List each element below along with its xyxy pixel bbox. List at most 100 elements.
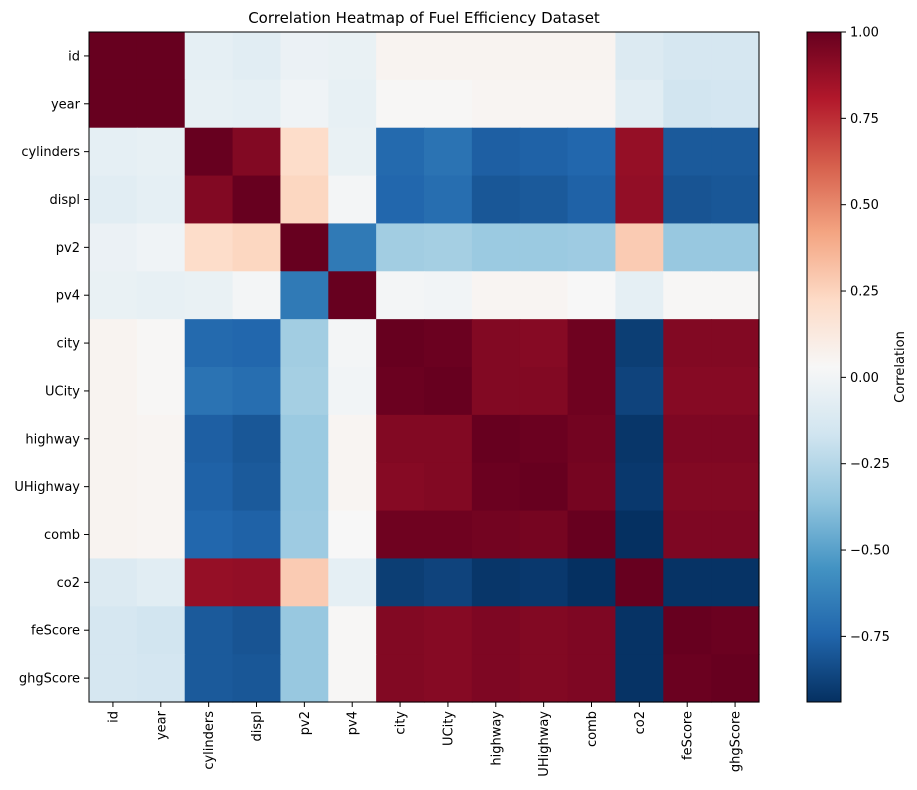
heatmap-cell-cylinders-UCity bbox=[424, 127, 473, 177]
x-tick-label: cylinders bbox=[202, 711, 217, 770]
heatmap-cell-UHighway-feScore bbox=[663, 462, 712, 512]
heatmap-cell-city-year bbox=[136, 319, 186, 368]
heatmap-cell-id-id bbox=[89, 32, 138, 81]
heatmap-cell-comb-pv2 bbox=[280, 510, 329, 560]
heatmap-cell-pv2-pv2 bbox=[280, 223, 329, 272]
heatmap-cell-cylinders-year bbox=[136, 127, 186, 177]
heatmap-cell-UHighway-pv2 bbox=[280, 462, 329, 512]
heatmap-cell-id-year bbox=[136, 32, 186, 81]
heatmap-cell-co2-year bbox=[136, 558, 186, 607]
heatmap-cell-UCity-co2 bbox=[615, 367, 664, 416]
heatmap-cell-displ-displ bbox=[232, 175, 282, 225]
heatmap-cell-id-ghgScore bbox=[711, 32, 760, 81]
y-tick-label: ghgScore bbox=[19, 672, 80, 687]
heatmap-cell-cylinders-UHighway bbox=[519, 127, 569, 177]
heatmap-cell-displ-id bbox=[89, 175, 138, 225]
x-tick-label: UCity bbox=[441, 711, 456, 746]
heatmap-cell-cylinders-id bbox=[89, 127, 138, 177]
heatmap-cell-ghgScore-co2 bbox=[615, 654, 664, 703]
heatmap-cell-pv2-displ bbox=[232, 223, 282, 272]
heatmap-cell-displ-pv4 bbox=[328, 175, 377, 225]
colorbar-ticks: −0.75 −0.50 −0.25 0.00 0.25 0.50 0.75 1.00 bbox=[841, 26, 890, 645]
x-tick-label: ghgScore bbox=[729, 711, 744, 772]
heatmap-cell-co2-UCity bbox=[424, 558, 473, 607]
x-tick-labels: id year cylinders displ pv2 pv4 city UCity highw… bbox=[106, 702, 744, 777]
heatmap-cell-comb-co2 bbox=[615, 510, 664, 560]
heatmap-cell-pv2-comb bbox=[567, 223, 617, 272]
heatmap-cell-comb-ghgScore bbox=[711, 510, 760, 560]
heatmap-cell-UHighway-id bbox=[89, 462, 138, 512]
heatmap-cell-displ-feScore bbox=[663, 175, 712, 225]
heatmap-cell-pv4-UHighway bbox=[519, 271, 569, 320]
heatmap-cell-ghgScore-ghgScore bbox=[711, 654, 760, 703]
y-tick-label: UCity bbox=[45, 384, 80, 399]
heatmap-cell-co2-comb bbox=[567, 558, 617, 607]
heatmap-cell-feScore-highway bbox=[471, 606, 521, 655]
heatmap-cell-pv4-co2 bbox=[615, 271, 664, 320]
heatmap-cell-feScore-pv2 bbox=[280, 606, 329, 655]
heatmap-cell-city-pv2 bbox=[280, 319, 329, 368]
colorbar-tick-label: 0.00 bbox=[850, 371, 879, 386]
heatmap-cell-UCity-displ bbox=[232, 367, 282, 416]
chart-title: Correlation Heatmap of Fuel Efficiency D… bbox=[248, 9, 600, 27]
colorbar-tick-label: 1.00 bbox=[850, 26, 879, 41]
y-tick-labels: id year cylinders displ pv2 pv4 city UCity highw… bbox=[14, 49, 89, 687]
heatmap-cell-ghgScore-displ bbox=[232, 654, 282, 703]
heatmap-cell-pv2-id bbox=[89, 223, 138, 272]
heatmap-cell-city-comb bbox=[567, 319, 617, 368]
heatmap-cell-feScore-comb bbox=[567, 606, 617, 655]
colorbar-tick-label: 0.50 bbox=[850, 198, 879, 213]
heatmap-cell-year-co2 bbox=[615, 79, 664, 129]
y-tick-label: id bbox=[68, 49, 80, 64]
heatmap-cell-co2-UHighway bbox=[519, 558, 569, 607]
heatmap-cell-UCity-UHighway bbox=[519, 367, 569, 416]
heatmap-cell-highway-id bbox=[89, 414, 138, 464]
heatmap-cell-co2-pv4 bbox=[328, 558, 377, 607]
heatmap-cell-pv4-comb bbox=[567, 271, 617, 320]
x-tick-label: comb bbox=[585, 711, 600, 747]
x-tick-label: city bbox=[394, 711, 409, 735]
heatmap-cell-comb-year bbox=[136, 510, 186, 560]
heatmap-cell-UHighway-city bbox=[376, 462, 425, 512]
heatmap-cell-cylinders-co2 bbox=[615, 127, 664, 177]
heatmap-cell-pv4-highway bbox=[471, 271, 521, 320]
heatmap-cell-feScore-feScore bbox=[663, 606, 712, 655]
y-tick-label: city bbox=[56, 337, 80, 352]
heatmap-cell-displ-co2 bbox=[615, 175, 664, 225]
heatmap-cell-highway-UCity bbox=[424, 414, 473, 464]
heatmap-cell-city-highway bbox=[471, 319, 521, 368]
heatmap-cell-ghgScore-year bbox=[136, 654, 186, 703]
heatmap-cell-UCity-year bbox=[136, 367, 186, 416]
heatmap-cell-displ-year bbox=[136, 175, 186, 225]
heatmap-cell-ghgScore-pv2 bbox=[280, 654, 329, 703]
x-tick-label: year bbox=[154, 710, 169, 740]
heatmap-cell-pv2-year bbox=[136, 223, 186, 272]
heatmap-cell-city-city bbox=[376, 319, 425, 368]
heatmap-cell-id-pv4 bbox=[328, 32, 377, 81]
heatmap-cell-UHighway-UCity bbox=[424, 462, 473, 512]
heatmap-cell-UCity-pv4 bbox=[328, 367, 377, 416]
heatmap-cell-pv2-co2 bbox=[615, 223, 664, 272]
heatmap-cell-feScore-id bbox=[89, 606, 138, 655]
heatmap-cell-co2-city bbox=[376, 558, 425, 607]
heatmap-cells bbox=[89, 32, 760, 703]
heatmap-cell-year-UHighway bbox=[519, 79, 569, 129]
heatmap-cell-co2-cylinders bbox=[184, 558, 234, 607]
heatmap-cell-pv2-pv4 bbox=[328, 223, 377, 272]
y-tick-label: pv4 bbox=[56, 289, 80, 304]
heatmap-cell-pv4-city bbox=[376, 271, 425, 320]
heatmap-cell-id-feScore bbox=[663, 32, 712, 81]
heatmap-cell-UHighway-comb bbox=[567, 462, 617, 512]
colorbar-label: Correlation bbox=[893, 331, 908, 403]
heatmap-cell-year-ghgScore bbox=[711, 79, 760, 129]
heatmap-cell-comb-UHighway bbox=[519, 510, 569, 560]
heatmap-cell-highway-co2 bbox=[615, 414, 664, 464]
heatmap-cell-UCity-cylinders bbox=[184, 367, 234, 416]
heatmap-cell-highway-pv2 bbox=[280, 414, 329, 464]
heatmap-cell-year-UCity bbox=[424, 79, 473, 129]
x-tick-label: UHighway bbox=[537, 711, 552, 777]
heatmap-cell-pv2-UHighway bbox=[519, 223, 569, 272]
heatmap-cell-displ-UHighway bbox=[519, 175, 569, 225]
x-tick-label: displ bbox=[250, 711, 265, 742]
